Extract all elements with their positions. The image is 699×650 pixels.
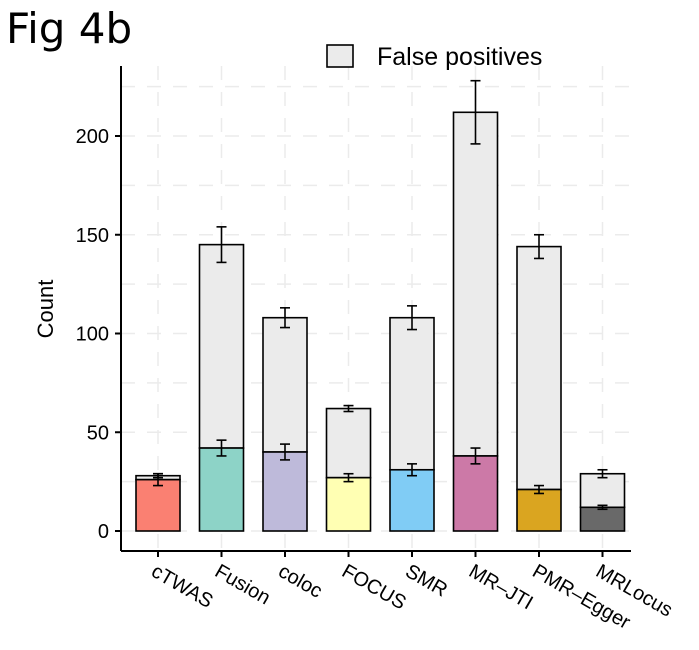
error-bar-total [153, 472, 163, 479]
bar-false-positives [325, 407, 372, 479]
y-tick-label: 150 [76, 225, 109, 247]
bar-false-positives [516, 245, 562, 491]
bar-true-positives [579, 506, 626, 532]
bar-true-positives [135, 478, 181, 532]
bars [135, 111, 626, 532]
error-bar-true-positives [470, 447, 481, 465]
error-bar-true-positives [343, 472, 354, 483]
bar-true-positives [516, 488, 562, 532]
bar-true-positives [325, 476, 372, 532]
error-bar-true-positives [534, 484, 544, 495]
y-tick-label: 200 [76, 126, 109, 148]
bar-false-positives [579, 472, 626, 509]
figure-label: Fig 4b [6, 4, 133, 53]
error-bar-true-positives [407, 463, 417, 477]
error-bars [153, 79, 608, 511]
bar-false-positives [262, 316, 308, 453]
y-axis-title: Count [33, 280, 58, 339]
y-tick-label: 50 [87, 422, 109, 444]
error-bar-true-positives [280, 443, 290, 461]
error-bar-total [343, 404, 354, 413]
y-tick-label: 100 [76, 324, 109, 346]
x-tick-label: FOCUS [338, 560, 410, 614]
x-tick-label: cTWAS [148, 560, 217, 613]
error-bar-total [280, 307, 290, 329]
y-tick-label: 0 [98, 521, 109, 543]
bar-true-positives [389, 468, 435, 532]
bar-false-positives [198, 243, 245, 449]
x-tick-label: MR–JTI [465, 560, 537, 614]
error-bar-true-positives [597, 504, 608, 511]
bar-false-positives [452, 111, 499, 457]
error-bar-total [470, 79, 481, 145]
error-bar-true-positives [216, 439, 227, 457]
bar-true-positives [198, 447, 245, 532]
legend-label-false-positives: False positives [377, 43, 542, 71]
legend-swatch-false-positives [326, 44, 354, 68]
bar-false-positives [389, 316, 435, 471]
x-tick-label: Fusion [211, 560, 274, 609]
bar-true-positives [452, 455, 499, 532]
error-bar-total [597, 468, 608, 479]
legend: False positives [326, 43, 542, 71]
error-bar-total [216, 226, 227, 264]
error-bar-total [407, 305, 417, 331]
x-tick-label: coloc [275, 560, 326, 602]
bar-true-positives [262, 451, 308, 532]
error-bar-total [534, 233, 544, 260]
